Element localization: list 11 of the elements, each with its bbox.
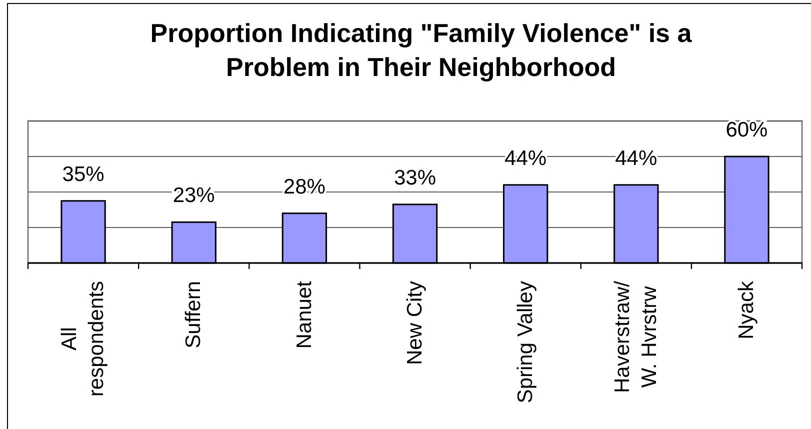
data-label: 33% xyxy=(394,166,436,190)
x-tick-label: Spring Valley xyxy=(514,280,537,404)
data-label: 60% xyxy=(726,118,768,142)
x-tick-label: All respondents xyxy=(58,281,108,397)
x-tick-label: Suffern xyxy=(182,281,206,348)
x-tick-label: New City xyxy=(403,280,426,366)
x-tick-label: Nyack xyxy=(735,280,758,340)
chart-title: Proportion Indicating "Family Violence" is a Problem in Their Neighborhood xyxy=(150,18,692,82)
x-tick-label: Nanuet xyxy=(292,280,316,349)
data-label: 35% xyxy=(62,162,104,186)
x-tick-label: Haverstraw/ W. Hvrstrw xyxy=(610,280,661,394)
